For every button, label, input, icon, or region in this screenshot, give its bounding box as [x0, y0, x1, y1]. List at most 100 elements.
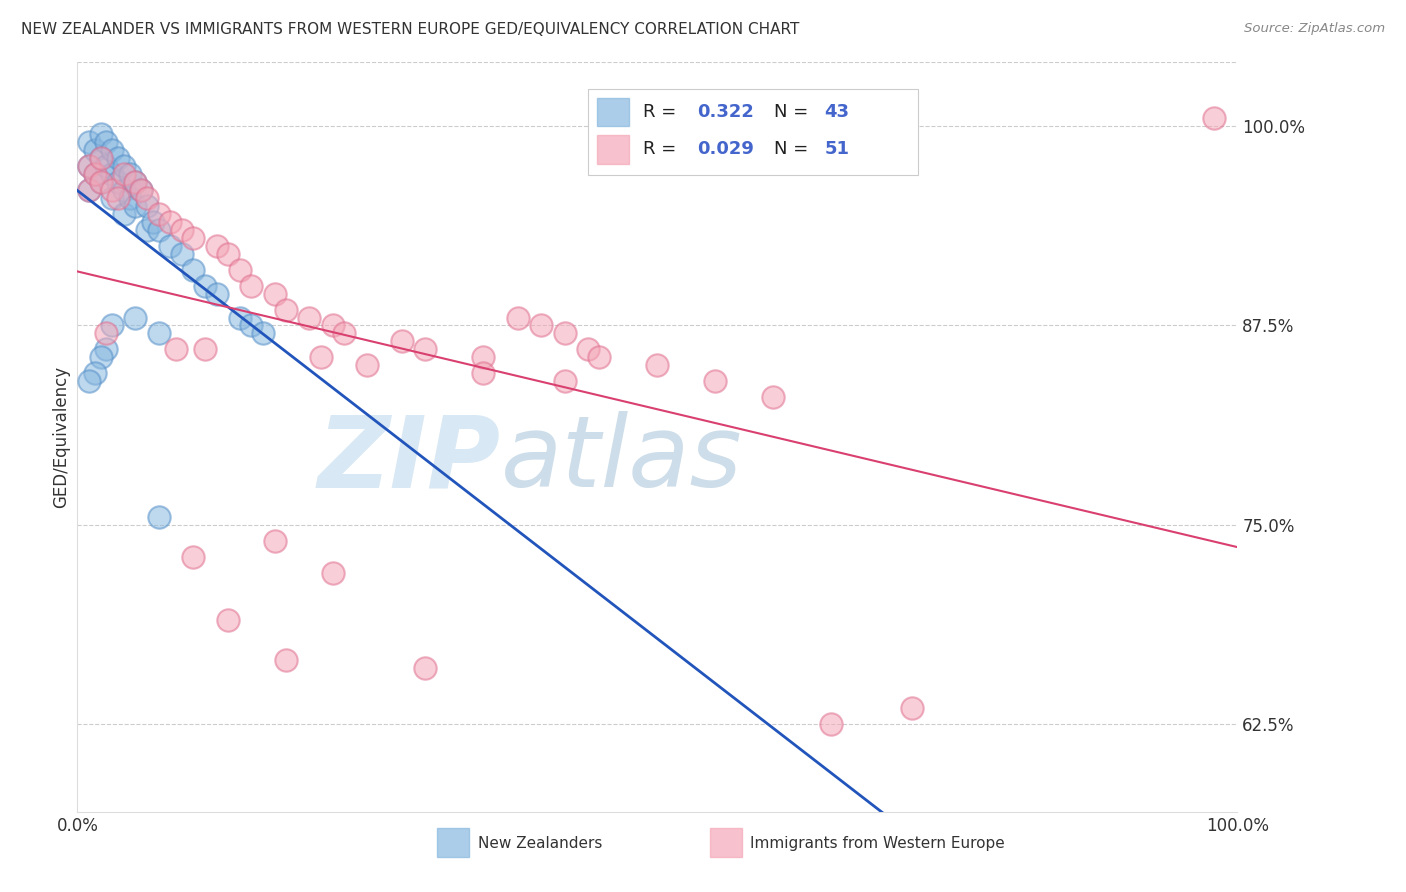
- Bar: [598, 135, 630, 163]
- Point: [77, 183, 100, 197]
- Point: [107, 151, 129, 165]
- Point: [96, 135, 118, 149]
- Point: [77, 159, 100, 173]
- Point: [309, 351, 332, 365]
- Point: [333, 326, 356, 341]
- Point: [107, 191, 129, 205]
- Point: [588, 351, 610, 365]
- Text: N =: N =: [775, 103, 814, 121]
- Point: [413, 661, 436, 675]
- Point: [101, 318, 124, 333]
- Text: Immigrants from Western Europe: Immigrants from Western Europe: [751, 837, 1005, 852]
- Point: [118, 167, 141, 181]
- Point: [183, 262, 205, 277]
- Point: [148, 509, 170, 524]
- Text: 51: 51: [824, 140, 849, 159]
- Point: [228, 310, 252, 325]
- Text: R =: R =: [644, 103, 682, 121]
- Point: [274, 653, 298, 667]
- Point: [391, 334, 413, 349]
- Point: [90, 175, 111, 189]
- Point: [205, 239, 228, 253]
- Point: [124, 175, 146, 189]
- Point: [194, 343, 217, 357]
- Text: New Zealanders: New Zealanders: [478, 837, 602, 852]
- Point: [240, 318, 263, 333]
- Point: [96, 326, 118, 341]
- Point: [90, 151, 111, 165]
- Point: [1202, 112, 1225, 126]
- Text: 43: 43: [824, 103, 849, 121]
- Point: [83, 167, 105, 181]
- FancyBboxPatch shape: [588, 88, 918, 175]
- Point: [205, 286, 228, 301]
- Point: [413, 343, 436, 357]
- Point: [762, 390, 785, 404]
- Point: [183, 549, 205, 564]
- Point: [274, 302, 298, 317]
- Point: [472, 367, 495, 381]
- Point: [77, 135, 100, 149]
- Point: [135, 199, 157, 213]
- Text: N =: N =: [775, 140, 814, 159]
- Text: NEW ZEALANDER VS IMMIGRANTS FROM WESTERN EUROPE GED/EQUIVALENCY CORRELATION CHAR: NEW ZEALANDER VS IMMIGRANTS FROM WESTERN…: [21, 22, 800, 37]
- Point: [112, 183, 135, 197]
- Point: [129, 183, 152, 197]
- Point: [77, 183, 100, 197]
- Point: [135, 191, 157, 205]
- Point: [228, 262, 252, 277]
- Point: [83, 143, 105, 157]
- Point: [107, 175, 129, 189]
- Point: [217, 246, 239, 260]
- Bar: [710, 828, 742, 856]
- Point: [252, 326, 274, 341]
- Point: [96, 343, 118, 357]
- Point: [530, 318, 553, 333]
- Point: [148, 223, 170, 237]
- Point: [159, 239, 181, 253]
- Point: [170, 223, 193, 237]
- Y-axis label: GED/Equivalency: GED/Equivalency: [52, 366, 70, 508]
- Point: [118, 191, 141, 205]
- Point: [170, 246, 193, 260]
- Point: [704, 374, 727, 388]
- Point: [129, 183, 152, 197]
- Point: [263, 533, 285, 548]
- Point: [101, 183, 124, 197]
- Point: [124, 199, 146, 213]
- Point: [321, 318, 344, 333]
- Point: [240, 278, 263, 293]
- Point: [124, 310, 146, 325]
- Bar: [437, 828, 470, 856]
- Point: [90, 351, 111, 365]
- Point: [135, 223, 157, 237]
- Point: [148, 207, 170, 221]
- Text: Source: ZipAtlas.com: Source: ZipAtlas.com: [1244, 22, 1385, 36]
- Point: [83, 367, 105, 381]
- Point: [647, 359, 669, 373]
- Point: [83, 167, 105, 181]
- Point: [101, 191, 124, 205]
- Point: [576, 343, 599, 357]
- Point: [901, 701, 924, 715]
- Point: [554, 374, 576, 388]
- Point: [820, 717, 842, 731]
- Point: [472, 351, 495, 365]
- Bar: [598, 97, 630, 126]
- Point: [298, 310, 321, 325]
- Text: ZIP: ZIP: [318, 411, 501, 508]
- Text: R =: R =: [644, 140, 682, 159]
- Point: [194, 278, 217, 293]
- Text: 0.322: 0.322: [697, 103, 754, 121]
- Text: atlas: atlas: [501, 411, 742, 508]
- Point: [90, 151, 111, 165]
- Point: [101, 143, 124, 157]
- Point: [263, 286, 285, 301]
- Point: [142, 215, 165, 229]
- Point: [101, 167, 124, 181]
- Point: [90, 175, 111, 189]
- Point: [96, 159, 118, 173]
- Point: [356, 359, 378, 373]
- Point: [159, 215, 181, 229]
- Point: [506, 310, 529, 325]
